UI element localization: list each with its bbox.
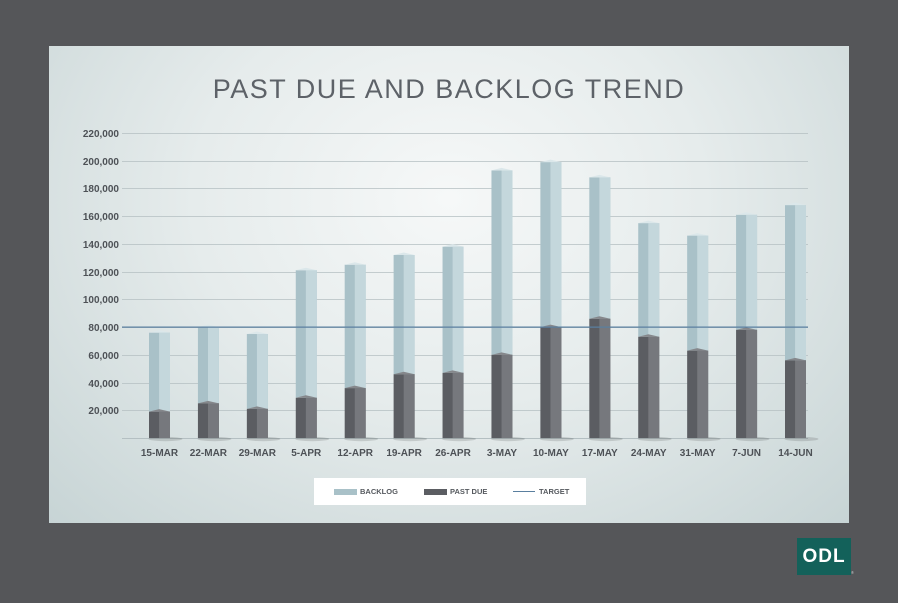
x-tick-label: 22-MAR bbox=[190, 448, 228, 459]
bar-backlog-cap bbox=[785, 202, 806, 206]
y-tick-label: 80,000 bbox=[88, 323, 119, 334]
bar-past-due-cap bbox=[149, 409, 170, 412]
y-tick-label: 160,000 bbox=[83, 212, 120, 223]
bar-past-due-highlight bbox=[305, 397, 317, 438]
bar-past-due-highlight bbox=[354, 388, 366, 438]
bar-backlog-highlight bbox=[305, 270, 317, 398]
x-tick-label: 7-JUN bbox=[732, 448, 761, 459]
bar-past-due-highlight bbox=[501, 354, 513, 438]
x-tick-label: 17-MAY bbox=[582, 448, 618, 459]
bar-backlog-cap bbox=[246, 331, 268, 335]
bar-past-due-cap bbox=[393, 371, 415, 375]
bar-backlog-highlight bbox=[550, 162, 562, 328]
bar-backlog-highlight bbox=[599, 177, 611, 319]
x-tick-label: 24-MAY bbox=[631, 448, 667, 459]
bar-past-due-cap bbox=[785, 357, 806, 361]
legend-swatch-backlog bbox=[334, 488, 357, 495]
y-tick-label: 100,000 bbox=[83, 295, 120, 306]
x-tick-label: 10-MAY bbox=[533, 448, 569, 459]
bar-backlog-highlight bbox=[159, 332, 170, 412]
bar-past-due-cap bbox=[246, 406, 268, 409]
bar-backlog-cap bbox=[540, 159, 562, 163]
bar-past-due-cap bbox=[687, 348, 709, 351]
legend-label-backlog: BACKLOG bbox=[360, 487, 398, 496]
chart-title: PAST DUE AND BACKLOG TREND bbox=[212, 74, 686, 104]
bar-past-due-highlight bbox=[452, 372, 464, 438]
bar-past-due-cap bbox=[736, 327, 758, 330]
bar-backlog-cap bbox=[687, 233, 709, 236]
bar-backlog-cap bbox=[344, 262, 366, 265]
bar-backlog-highlight bbox=[746, 214, 758, 330]
legend-line-target bbox=[513, 490, 535, 493]
bar-past-due-highlight bbox=[599, 318, 611, 438]
x-tick-label: 29-MAR bbox=[239, 448, 277, 459]
bar-past-due-cap bbox=[638, 334, 660, 337]
bar-backlog-cap bbox=[442, 244, 464, 247]
bar-backlog-cap bbox=[491, 167, 513, 171]
legend-label-past-due: PAST DUE bbox=[450, 487, 488, 496]
bar-backlog-cap bbox=[295, 267, 317, 271]
bar-past-due-highlight bbox=[795, 360, 806, 438]
y-tick-label: 60,000 bbox=[88, 351, 119, 362]
bar-past-due-cap bbox=[589, 316, 611, 319]
bar-past-due-highlight bbox=[256, 408, 268, 438]
bar-past-due-highlight bbox=[550, 327, 562, 438]
bar-past-due-highlight bbox=[403, 374, 415, 438]
bar-backlog-highlight bbox=[452, 246, 464, 373]
x-tick-label: 15-MAR bbox=[141, 448, 179, 459]
y-tick-label: 140,000 bbox=[83, 240, 120, 251]
x-tick-label: 31-MAY bbox=[680, 448, 716, 459]
bar-backlog-cap bbox=[393, 252, 415, 255]
bar-past-due-cap bbox=[442, 370, 464, 373]
bar-past-due-cap bbox=[491, 352, 513, 355]
x-tick-label: 5-APR bbox=[291, 448, 322, 459]
bar-backlog-cap bbox=[736, 212, 758, 215]
bar-backlog-cap bbox=[638, 220, 660, 224]
bar-backlog-highlight bbox=[403, 255, 415, 375]
bar-backlog-highlight bbox=[354, 264, 366, 389]
bar-backlog-highlight bbox=[697, 235, 709, 351]
legend-item-backlog: BACKLOG bbox=[334, 478, 398, 505]
bar-past-due-highlight bbox=[648, 336, 660, 438]
x-tick-label: 14-JUN bbox=[778, 448, 812, 459]
bar-backlog-highlight bbox=[256, 334, 268, 409]
bar-past-due-highlight bbox=[746, 329, 758, 438]
legend-label-target: TARGET bbox=[539, 487, 570, 496]
bar-backlog-cap bbox=[149, 330, 170, 333]
y-tick-label: 220,000 bbox=[83, 129, 120, 140]
bar-backlog-highlight bbox=[648, 223, 660, 337]
bar-backlog-highlight bbox=[501, 170, 513, 355]
y-tick-label: 120,000 bbox=[83, 268, 120, 279]
bar-backlog-highlight bbox=[795, 205, 806, 361]
legend-swatch-past-due bbox=[424, 488, 447, 495]
bar-past-due-cap bbox=[344, 385, 366, 389]
logo-text: ODL bbox=[802, 545, 846, 567]
bar-backlog-cap bbox=[589, 174, 611, 178]
x-tick-label: 3-MAY bbox=[487, 448, 518, 459]
bar-past-due-highlight bbox=[697, 350, 709, 438]
chart-legend: BACKLOG PAST DUE TARGET bbox=[314, 478, 586, 505]
bar-past-due-cap bbox=[295, 395, 317, 398]
y-tick-label: 20,000 bbox=[88, 406, 119, 417]
legend-item-past-due: PAST DUE bbox=[424, 478, 487, 505]
y-tick-label: 40,000 bbox=[88, 379, 119, 390]
legend-item-target: TARGET bbox=[513, 478, 569, 505]
x-tick-label: 19-APR bbox=[386, 448, 422, 459]
x-tick-label: 12-APR bbox=[337, 448, 373, 459]
logo-registered-mark: ® bbox=[851, 570, 854, 575]
odl-logo: ODL bbox=[797, 538, 851, 575]
bar-past-due-highlight bbox=[208, 403, 219, 438]
x-tick-label: 26-APR bbox=[435, 448, 471, 459]
bar-past-due-cap bbox=[197, 400, 219, 404]
y-tick-label: 180,000 bbox=[83, 184, 120, 195]
y-tick-label: 200,000 bbox=[83, 157, 120, 168]
bar-backlog-highlight bbox=[208, 327, 219, 404]
bar-past-due-highlight bbox=[159, 411, 170, 438]
